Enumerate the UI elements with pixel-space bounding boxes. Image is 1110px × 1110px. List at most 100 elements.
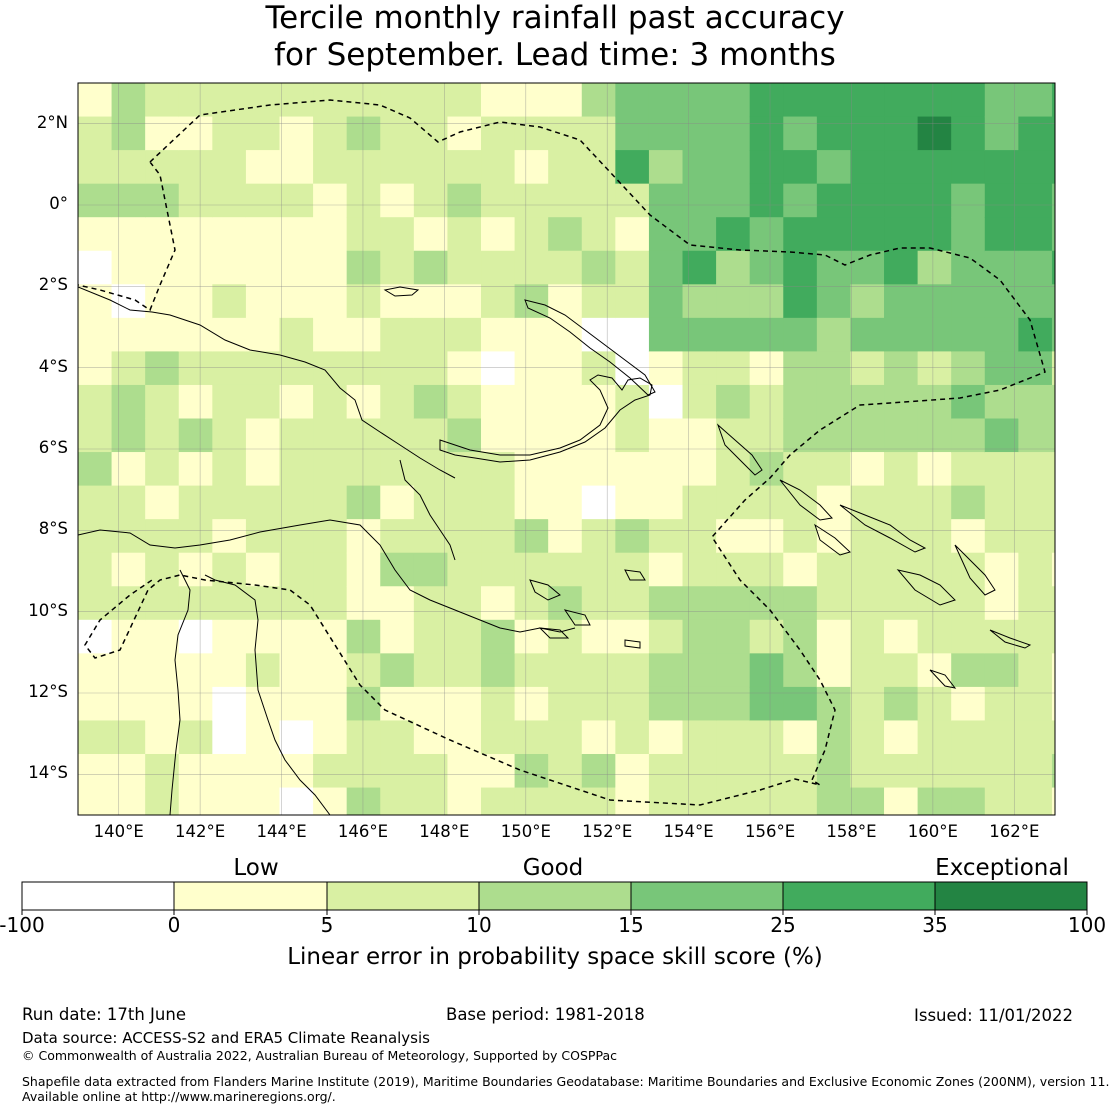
skill-cell xyxy=(581,317,616,352)
skill-cell xyxy=(548,653,583,688)
skill-cell xyxy=(245,83,281,118)
skill-cell xyxy=(514,351,549,386)
skill-cell xyxy=(78,519,113,554)
skill-cell xyxy=(1051,619,1055,654)
skill-cell xyxy=(917,217,952,252)
skill-cell xyxy=(145,653,180,688)
skill-cell xyxy=(78,653,113,688)
skill-cell xyxy=(682,452,717,487)
skill-cell xyxy=(749,686,784,722)
skill-cell xyxy=(78,418,113,453)
skill-cell xyxy=(78,552,113,587)
skill-cell xyxy=(548,686,583,722)
skill-cell xyxy=(481,418,516,453)
skill-cell xyxy=(447,250,482,285)
skill-cell xyxy=(413,653,449,688)
skill-cell xyxy=(783,653,818,688)
skill-cell xyxy=(816,83,852,118)
skill-cell xyxy=(783,586,818,621)
skill-cell xyxy=(716,150,751,185)
skill-cell xyxy=(1018,150,1053,185)
skill-cell xyxy=(1018,384,1053,420)
skill-cell xyxy=(984,284,1019,319)
skill-cell xyxy=(581,384,616,420)
skill-cell xyxy=(178,519,213,554)
skill-cell xyxy=(313,284,348,319)
skill-cell xyxy=(279,552,314,587)
y-tick-label: 0° xyxy=(49,194,68,213)
skill-cell xyxy=(615,150,650,185)
skill-cell xyxy=(481,116,516,151)
skill-cell xyxy=(481,519,516,554)
skill-cell xyxy=(346,284,381,319)
skill-cell xyxy=(1051,686,1055,722)
skill-cell xyxy=(1051,284,1055,319)
skill-cell xyxy=(279,116,314,151)
skill-cell xyxy=(816,586,852,621)
skill-cell xyxy=(1018,83,1053,118)
skill-cell xyxy=(514,485,549,520)
skill-cell xyxy=(951,83,986,118)
skill-cell xyxy=(816,552,852,587)
skill-cell xyxy=(447,586,482,621)
skill-cell xyxy=(111,384,146,420)
skill-cell xyxy=(111,183,146,218)
skill-cell xyxy=(413,150,449,185)
skill-cell xyxy=(548,150,583,185)
colorbar-segment xyxy=(174,882,327,910)
skill-cell xyxy=(279,653,314,688)
skill-cell xyxy=(984,384,1019,420)
skill-cell xyxy=(917,519,952,554)
skill-cell xyxy=(1051,787,1055,815)
skill-cell xyxy=(111,686,146,722)
skill-cell xyxy=(682,351,717,386)
skill-cell xyxy=(648,787,684,815)
skill-cell xyxy=(615,485,650,520)
skill-cell xyxy=(78,452,113,487)
skill-cell xyxy=(850,284,885,319)
skill-cell xyxy=(481,686,516,722)
skill-cell xyxy=(548,250,583,285)
skill-cell xyxy=(279,686,314,722)
skill-cell xyxy=(984,720,1019,755)
skill-cell xyxy=(783,284,818,319)
skill-cell xyxy=(884,720,919,755)
skill-cell xyxy=(313,619,348,654)
skill-cell xyxy=(1018,586,1053,621)
skill-cell xyxy=(78,217,113,252)
skill-cell xyxy=(313,317,348,352)
skill-cell xyxy=(1051,351,1055,386)
skill-cell xyxy=(884,150,919,185)
skill-cell xyxy=(178,284,213,319)
skill-cell xyxy=(816,686,852,722)
skill-cell xyxy=(749,183,784,218)
skill-cell xyxy=(111,452,146,487)
skill-cell xyxy=(447,351,482,386)
skill-cell xyxy=(1051,754,1055,789)
skill-cell xyxy=(884,317,919,352)
skill-cell xyxy=(447,317,482,352)
skill-cell xyxy=(884,83,919,118)
colorbar-segment xyxy=(935,882,1087,910)
skill-cell xyxy=(313,418,348,453)
skill-cell xyxy=(648,519,684,554)
skill-cell xyxy=(783,351,818,386)
colorbar-segment xyxy=(631,882,783,910)
skill-cell xyxy=(615,284,650,319)
skill-cell xyxy=(413,619,449,654)
skill-cell xyxy=(380,150,415,185)
skill-cell xyxy=(951,519,986,554)
skill-cell xyxy=(145,787,180,815)
skill-cell xyxy=(447,384,482,420)
x-tick-label: 142°E xyxy=(175,822,226,841)
bougainville-outline xyxy=(716,423,763,476)
skill-cell xyxy=(514,552,549,587)
x-tick-label: 156°E xyxy=(744,822,796,841)
skill-cell xyxy=(380,351,415,386)
skill-cell xyxy=(984,754,1019,789)
skill-cell xyxy=(783,552,818,587)
skill-cell xyxy=(984,519,1019,554)
skill-cell xyxy=(78,116,113,151)
skill-cell xyxy=(749,754,784,789)
skill-cell xyxy=(447,686,482,722)
